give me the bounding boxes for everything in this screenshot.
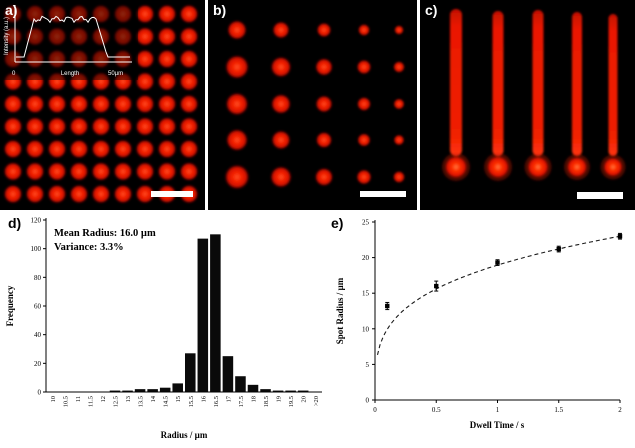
svg-text:19: 19 [276, 396, 283, 403]
svg-text:0: 0 [38, 389, 42, 397]
fluorescent-lines [442, 9, 626, 181]
svg-text:0.5: 0.5 [432, 406, 441, 414]
histogram-ylabel: Frequency [5, 285, 15, 326]
svg-text:18: 18 [251, 396, 258, 403]
svg-text:13: 13 [125, 396, 132, 403]
svg-text:10.5: 10.5 [62, 396, 69, 407]
svg-text:16: 16 [200, 395, 207, 402]
fluorescent-dot-grid [4, 5, 198, 203]
svg-text:16.5: 16.5 [213, 396, 220, 407]
scatter-ylabel: Spot Radius / µm [335, 277, 345, 344]
inset-xlabel: Length [61, 71, 79, 77]
svg-text:5: 5 [366, 361, 370, 369]
scatter-points-and-fit [376, 232, 623, 356]
inset-ylabel: Intensity (a.u.) [4, 17, 10, 55]
svg-text:2: 2 [618, 406, 622, 414]
svg-text:25: 25 [362, 219, 370, 227]
svg-text:19.5: 19.5 [288, 396, 295, 407]
histogram-axes: 0 20 40 60 80 100 120 10 10.5 11 11.5 12 12.5 13 13.5 1… [31, 217, 322, 407]
scale-bar [577, 192, 623, 199]
inset-xmax-label: 50µm [108, 71, 123, 77]
panel-d-label: d) [8, 215, 22, 231]
fluorescent-dot-grid [225, 20, 405, 189]
histogram-bars [109, 234, 309, 392]
svg-text:1.5: 1.5 [554, 406, 563, 414]
svg-text:15: 15 [175, 396, 182, 403]
svg-text:1: 1 [496, 406, 500, 414]
svg-text:20: 20 [34, 360, 42, 368]
svg-text:12: 12 [100, 396, 107, 403]
mean-radius-annotation: Mean Radius: 16.0 µm [54, 228, 156, 239]
svg-text:14: 14 [150, 395, 157, 402]
svg-text:0: 0 [373, 406, 377, 414]
inset-xmin-label: 0 [12, 71, 16, 77]
svg-text:15: 15 [362, 290, 370, 298]
panel-a-label: a) [5, 2, 18, 18]
scatter-axes: 0 5 10 15 20 25 0 0.5 1 1.5 2 [362, 219, 622, 415]
svg-text:18.5: 18.5 [263, 396, 270, 407]
radius-histogram-chart: 0 20 40 60 80 100 120 10 10.5 11 11.5 12 12.5 13 13.5 1… [2, 214, 327, 446]
panel-c-label: c) [425, 2, 438, 18]
panel-b-micrograph: b) [208, 0, 417, 210]
svg-text:17: 17 [225, 395, 232, 402]
svg-text:80: 80 [34, 274, 42, 282]
svg-text:60: 60 [34, 303, 42, 311]
scatter-xlabel: Dwell Time / s [470, 420, 525, 430]
histogram-xlabel: Radius / µm [161, 430, 208, 440]
svg-text:10: 10 [362, 325, 370, 333]
svg-text:120: 120 [31, 217, 42, 225]
svg-text:10: 10 [50, 396, 57, 403]
scale-bar [151, 191, 193, 197]
svg-text:100: 100 [31, 245, 42, 253]
intensity-profile-inset: Intensity (a.u.) Length 0 50µm [0, 0, 138, 80]
svg-text:11: 11 [75, 396, 82, 402]
svg-text:13.5: 13.5 [138, 396, 145, 407]
scale-bar [360, 191, 406, 197]
svg-text:20: 20 [301, 396, 308, 403]
svg-text:15.5: 15.5 [188, 396, 195, 407]
inset-background [0, 0, 138, 80]
svg-text:20: 20 [362, 254, 370, 262]
dot-array-9x9-image [4, 5, 198, 203]
svg-text:>20: >20 [313, 396, 320, 406]
panel-e-label: e) [331, 215, 344, 231]
panel-c-micrograph: c) [420, 0, 635, 210]
svg-text:11.5: 11.5 [87, 396, 94, 407]
svg-text:40: 40 [34, 331, 42, 339]
intensity-profile-curve [16, 15, 130, 58]
panel-a-micrograph: Intensity (a.u.) Length 0 50µm a) [0, 0, 205, 210]
svg-text:14.5: 14.5 [163, 396, 170, 407]
svg-text:12.5: 12.5 [113, 396, 120, 407]
panel-b-label: b) [213, 2, 227, 18]
svg-text:17.5: 17.5 [238, 396, 245, 407]
dot-array-5x5-image [225, 20, 405, 189]
variance-annotation: Variance: 3.3% [54, 242, 124, 253]
spot-radius-vs-dwell-time-chart: 0 5 10 15 20 25 0 0.5 1 1.5 2 Dwell Time / s Spot … [330, 214, 630, 444]
line-array-image [442, 9, 626, 181]
svg-text:0: 0 [366, 397, 370, 405]
